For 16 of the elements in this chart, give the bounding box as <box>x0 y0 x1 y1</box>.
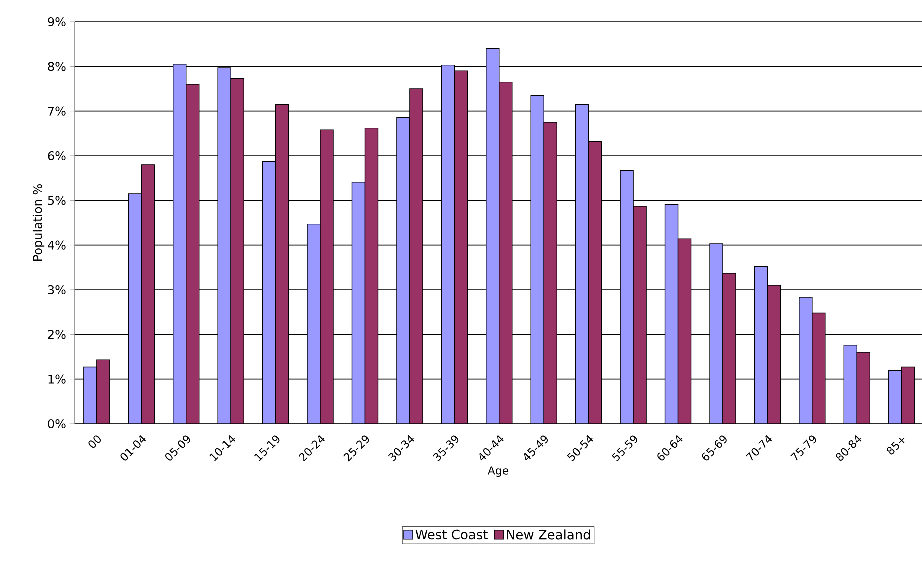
x-tick-label: 00 <box>88 436 102 448</box>
y-tick-label: 9% <box>48 17 66 27</box>
y-tick-label: 3% <box>48 285 66 295</box>
y-tick-label: 2% <box>48 330 66 340</box>
x-tick-label: 85+ <box>887 438 905 455</box>
legend-label: West Coast <box>416 530 488 540</box>
y-tick-label: 7% <box>48 106 66 116</box>
y-tick-label: 1% <box>48 374 66 384</box>
y-tick-label: 6% <box>48 151 66 161</box>
y-tick-label: 8% <box>48 62 66 72</box>
y-tick-label: 4% <box>48 240 66 250</box>
y-axis-title: Population % <box>32 184 45 261</box>
legend-label: New Zealand <box>507 530 590 540</box>
y-tick-label: 5% <box>48 196 66 206</box>
y-tick-label: 0% <box>48 419 66 429</box>
x-axis-title: Age <box>488 466 509 478</box>
